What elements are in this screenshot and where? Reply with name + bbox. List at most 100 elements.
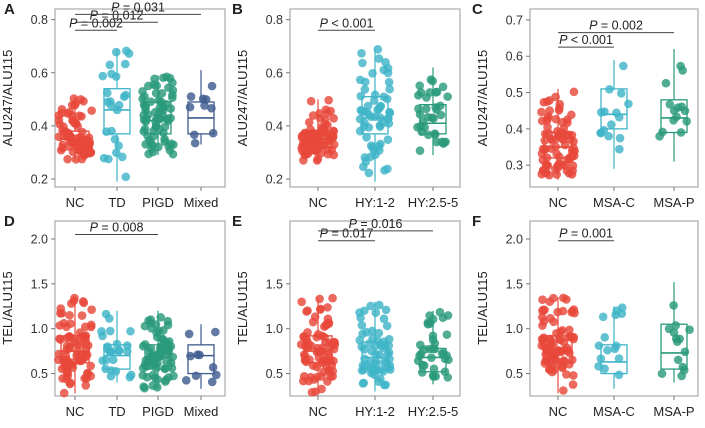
data-point bbox=[562, 370, 571, 379]
data-point bbox=[186, 351, 195, 361]
data-point bbox=[318, 347, 328, 356]
x-tick-label: Mixed bbox=[184, 195, 219, 210]
data-point bbox=[102, 127, 111, 136]
data-point bbox=[67, 110, 76, 120]
data-point bbox=[364, 168, 374, 178]
data-point bbox=[376, 139, 385, 149]
box-group-TD bbox=[97, 309, 136, 383]
box-group-Mixed bbox=[181, 324, 221, 389]
data-point bbox=[358, 361, 368, 370]
data-point bbox=[669, 301, 678, 310]
x-tick-label: NC bbox=[309, 404, 328, 419]
data-point bbox=[381, 58, 390, 67]
x-tick-label: MSA-P bbox=[653, 195, 694, 210]
significance-annotation: P = 0.012 bbox=[75, 8, 158, 23]
data-point bbox=[112, 148, 121, 157]
data-point bbox=[359, 378, 368, 388]
data-point bbox=[560, 140, 570, 150]
data-point bbox=[207, 377, 217, 387]
data-point bbox=[74, 353, 83, 363]
data-point bbox=[301, 334, 311, 344]
data-point bbox=[147, 324, 156, 333]
data-point bbox=[366, 152, 376, 162]
data-point bbox=[150, 373, 160, 383]
data-point bbox=[671, 321, 681, 330]
data-point bbox=[71, 119, 81, 129]
data-point bbox=[678, 362, 688, 372]
data-point bbox=[166, 104, 176, 113]
data-point bbox=[200, 101, 209, 110]
data-point bbox=[140, 383, 149, 393]
data-point bbox=[63, 154, 72, 164]
panel-F: F TEL/ALU115 0.5 1.0 1.5 2.0 NC MSA-C MSA-P P = 0… bbox=[472, 213, 699, 419]
data-point bbox=[121, 90, 130, 100]
data-point bbox=[685, 325, 694, 335]
data-point bbox=[432, 87, 442, 97]
y-tick-label: 0.4 bbox=[31, 119, 48, 133]
data-point bbox=[68, 137, 78, 147]
data-point bbox=[186, 92, 196, 101]
significance-annotation: P = 0.016 bbox=[318, 217, 433, 232]
data-point bbox=[616, 88, 626, 98]
p-value-label: P = 0.012 bbox=[90, 8, 144, 22]
significance-annotation: P = 0.017 bbox=[318, 227, 375, 242]
y-tick-label: 0.4 bbox=[266, 119, 283, 133]
data-point bbox=[678, 66, 687, 75]
data-point bbox=[554, 106, 564, 115]
data-point bbox=[125, 372, 135, 382]
data-point bbox=[77, 311, 87, 320]
data-point bbox=[168, 93, 177, 103]
data-point bbox=[80, 322, 90, 332]
data-point bbox=[567, 355, 577, 365]
data-point bbox=[110, 135, 120, 144]
y-tick-label: 0.7 bbox=[506, 13, 523, 27]
panel-label: B bbox=[232, 1, 243, 18]
data-point bbox=[543, 122, 552, 132]
data-point bbox=[151, 88, 161, 98]
data-point bbox=[371, 308, 381, 318]
data-point bbox=[105, 326, 115, 336]
data-point bbox=[307, 388, 317, 397]
data-point bbox=[619, 61, 628, 71]
data-point bbox=[366, 358, 375, 367]
data-point bbox=[146, 97, 156, 106]
x-tick-label: TD bbox=[108, 404, 125, 419]
data-point bbox=[65, 332, 75, 342]
data-point bbox=[427, 353, 436, 362]
data-point bbox=[381, 305, 391, 315]
data-point bbox=[415, 146, 425, 155]
data-point bbox=[413, 356, 423, 366]
data-point bbox=[374, 377, 383, 386]
data-point bbox=[415, 340, 425, 350]
data-point bbox=[80, 332, 90, 342]
x-tick-label: MSA-P bbox=[653, 404, 694, 419]
data-point bbox=[664, 324, 674, 334]
data-point bbox=[64, 128, 73, 138]
data-point bbox=[322, 356, 331, 366]
data-point bbox=[315, 305, 325, 314]
data-point bbox=[155, 113, 164, 123]
data-point bbox=[148, 140, 157, 150]
panel-C: C ALU247/ALU115 0.3 0.4 0.5 0.6 0.7 NC MSA-C MSA-… bbox=[472, 1, 699, 210]
data-point bbox=[326, 106, 335, 116]
significance-annotation: P = 0.008 bbox=[75, 220, 158, 235]
data-point bbox=[552, 127, 562, 136]
data-point bbox=[430, 344, 440, 354]
data-point bbox=[554, 334, 564, 344]
y-tick-label: 0.2 bbox=[31, 173, 48, 187]
y-axis-label: TEL/ALU115 bbox=[475, 271, 490, 344]
data-point bbox=[118, 152, 127, 162]
panel-A: A ALU247/ALU115 0.2 0.4 0.6 0.8 NC TD PIGD Mixed P… bbox=[0, 0, 226, 210]
data-point bbox=[101, 309, 111, 319]
y-axis-label: TEL/ALU115 bbox=[0, 271, 15, 344]
data-point bbox=[302, 307, 311, 316]
data-point bbox=[553, 307, 562, 317]
data-point bbox=[424, 130, 433, 140]
data-point bbox=[315, 114, 325, 123]
data-point bbox=[417, 368, 427, 377]
data-point bbox=[543, 114, 552, 123]
data-point bbox=[165, 73, 175, 83]
data-point bbox=[163, 116, 173, 126]
data-point bbox=[105, 60, 115, 70]
